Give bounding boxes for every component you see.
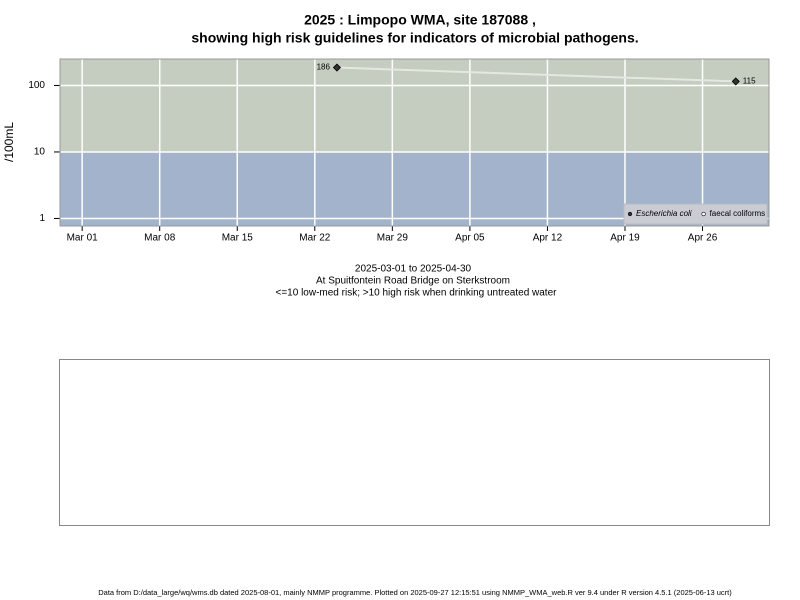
footer: Data from D:/data_large/wq/wms.db dated … [98, 588, 732, 597]
x-tick-label: Mar 15 [222, 233, 254, 244]
y-tick-label: 1 [39, 213, 45, 224]
x-tick-label: Apr 05 [455, 233, 485, 244]
data-label: 115 [743, 77, 756, 86]
chart-title: 2025 : Limpopo WMA, site 187088 , [304, 12, 536, 28]
legend-label: faecal coliforms [710, 209, 766, 218]
legend-box [623, 203, 768, 225]
x-tick-label: Mar 01 [67, 233, 99, 244]
legend-marker [627, 211, 633, 217]
x-tick-label: Mar 22 [299, 233, 331, 244]
data-point [332, 63, 342, 72]
legend-label: Escherichia coli [636, 209, 692, 218]
subtitle: 2025-03-01 to 2025-04-30 [355, 264, 472, 275]
chart-title: showing high risk guidelines for indicat… [191, 30, 638, 46]
x-tick-label: Apr 26 [688, 233, 718, 244]
high-risk-band [60, 59, 769, 152]
x-tick-label: Mar 08 [144, 233, 176, 244]
data-point [731, 77, 740, 86]
legend-marker [701, 211, 706, 217]
subtitle: <=10 low-med risk; >10 high risk when dr… [276, 288, 558, 299]
plot-frame [59, 58, 770, 227]
y-tick-label: 10 [34, 147, 46, 158]
y-axis-label: /100mL [2, 122, 16, 162]
empty-panel [59, 359, 770, 526]
data-label: 186 [317, 63, 331, 72]
y-tick-label: 100 [28, 80, 45, 91]
x-tick-label: Apr 19 [610, 233, 640, 244]
x-tick-label: Mar 29 [377, 233, 409, 244]
series-line [336, 66, 736, 83]
x-tick-label: Apr 12 [533, 233, 563, 244]
subtitle: At Spuitfontein Road Bridge on Sterkstro… [316, 276, 510, 287]
